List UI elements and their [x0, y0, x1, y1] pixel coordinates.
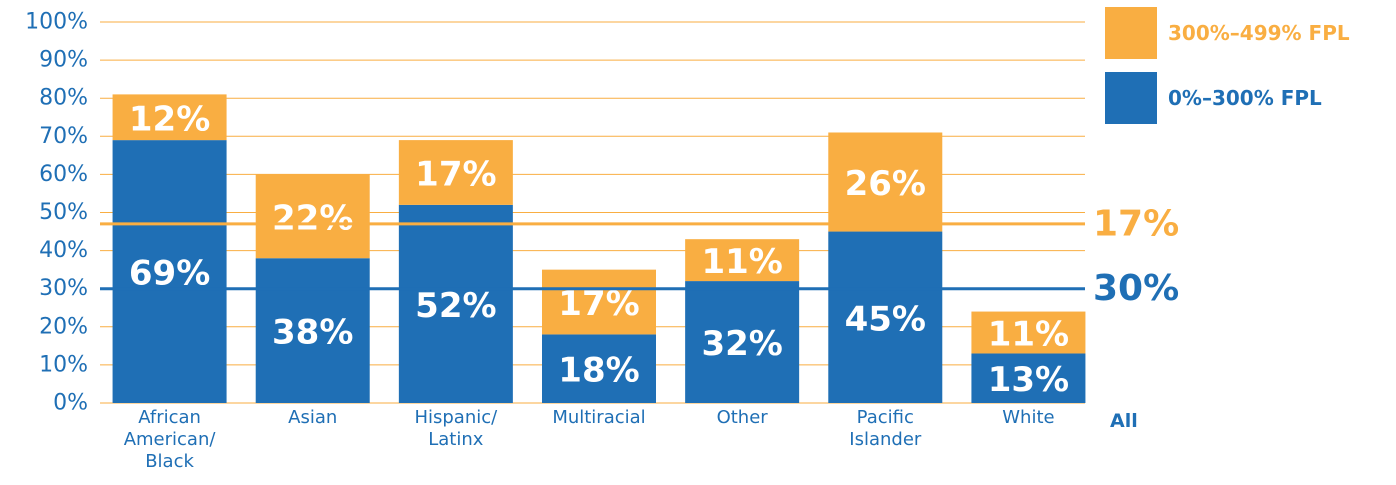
- x-tick-label: Pacific Islander: [849, 407, 922, 450]
- value-label: 38%: [272, 313, 353, 353]
- value-label: 17%: [415, 154, 496, 194]
- legend-swatch: [1105, 72, 1157, 124]
- value-label: 69%: [129, 254, 210, 294]
- bar-segment: [112, 94, 227, 141]
- x-tick-label: African American/ Black: [123, 407, 216, 472]
- y-tick-label: 40%: [39, 238, 88, 263]
- bar-segment: [255, 174, 370, 259]
- y-tick-label: 60%: [39, 162, 88, 187]
- value-label: 17%: [558, 284, 639, 324]
- value-label: 11%: [701, 242, 782, 282]
- y-tick-label: 70%: [39, 124, 88, 149]
- y-tick-label: 80%: [39, 86, 88, 111]
- x-tick-label: Hispanic/ Latinx: [414, 407, 498, 450]
- bar-segment: [685, 239, 800, 282]
- x-tick-label: White: [1002, 407, 1055, 428]
- legend-label: 0%–300% FPL: [1168, 86, 1322, 110]
- value-label: 13%: [988, 360, 1069, 400]
- bar-segment: [542, 334, 656, 403]
- legend-swatch: [1105, 7, 1157, 59]
- bar-segment: [685, 281, 800, 403]
- bar-segment: [971, 311, 1086, 354]
- value-label: 26%: [845, 164, 926, 204]
- y-tick-label: 100%: [25, 10, 88, 35]
- y-tick-label: 50%: [39, 200, 88, 225]
- reference-label: 30%: [1093, 268, 1179, 309]
- bar-segment: [828, 231, 943, 403]
- bar-segment: [542, 269, 656, 335]
- y-tick-label: 10%: [39, 352, 88, 377]
- y-tick-label: 0%: [53, 391, 88, 416]
- value-label: 45%: [845, 299, 926, 339]
- value-label: 22%: [272, 198, 353, 238]
- value-label: 12%: [129, 99, 210, 139]
- bar-segment: [971, 353, 1086, 403]
- x-tick-label: Asian: [288, 407, 338, 428]
- reference-label: 17%: [1093, 203, 1179, 244]
- y-tick-label: 90%: [39, 48, 88, 73]
- bar-segment: [255, 258, 370, 403]
- x-tick-label: Other: [716, 407, 768, 428]
- value-label: 52%: [415, 286, 496, 326]
- bar-segment: [112, 140, 227, 404]
- legend-label: 300%–499% FPL: [1168, 21, 1350, 45]
- total-label: All: [1110, 410, 1138, 432]
- value-label: 32%: [701, 324, 782, 364]
- bar-segment: [828, 132, 943, 232]
- value-label: 18%: [558, 351, 639, 391]
- value-label: 11%: [988, 315, 1069, 355]
- y-tick-label: 20%: [39, 314, 88, 339]
- bar-segment: [398, 204, 513, 403]
- y-tick-label: 30%: [39, 276, 88, 301]
- bar-segment: [398, 140, 513, 205]
- x-tick-label: Multiracial: [552, 407, 646, 428]
